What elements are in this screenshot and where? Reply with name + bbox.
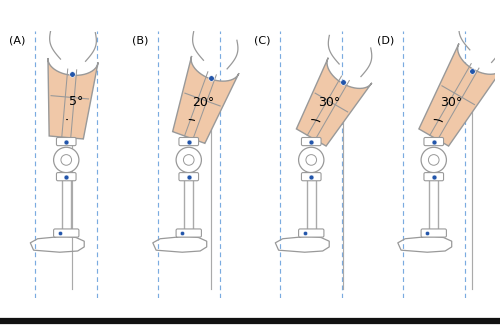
- Polygon shape: [56, 172, 76, 181]
- Polygon shape: [54, 229, 79, 237]
- Polygon shape: [172, 56, 239, 143]
- Text: (B): (B): [132, 35, 148, 45]
- Polygon shape: [419, 44, 500, 146]
- Text: 20°: 20°: [192, 96, 214, 109]
- Polygon shape: [56, 138, 76, 146]
- Circle shape: [428, 155, 439, 165]
- Polygon shape: [298, 229, 324, 237]
- Circle shape: [61, 155, 72, 165]
- Polygon shape: [302, 138, 321, 146]
- Text: 30°: 30°: [318, 96, 340, 109]
- Polygon shape: [48, 58, 98, 139]
- Text: (C): (C): [254, 35, 270, 45]
- Circle shape: [54, 147, 79, 172]
- Text: 5°: 5°: [69, 95, 83, 108]
- Circle shape: [306, 155, 316, 165]
- Text: (D): (D): [376, 35, 394, 45]
- Circle shape: [184, 155, 194, 165]
- Polygon shape: [179, 138, 199, 146]
- Circle shape: [421, 147, 446, 172]
- Polygon shape: [424, 138, 444, 146]
- Polygon shape: [296, 58, 372, 146]
- Polygon shape: [424, 172, 444, 181]
- Text: (A): (A): [9, 35, 26, 45]
- Polygon shape: [179, 172, 199, 181]
- Text: 30°: 30°: [440, 96, 462, 109]
- Polygon shape: [421, 229, 446, 237]
- Polygon shape: [302, 172, 321, 181]
- Polygon shape: [176, 229, 202, 237]
- Circle shape: [176, 147, 202, 172]
- Circle shape: [298, 147, 324, 172]
